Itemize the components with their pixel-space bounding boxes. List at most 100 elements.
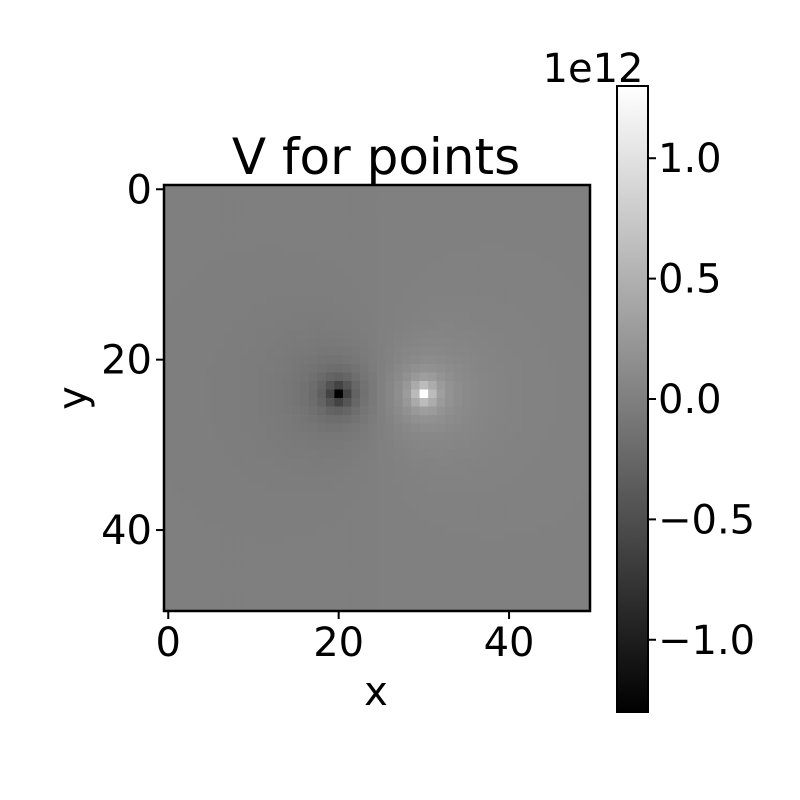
heatmap-cell: [436, 517, 446, 527]
heatmap-cell: [342, 244, 352, 254]
heatmap-cell: [564, 517, 574, 527]
heatmap-cell: [274, 295, 284, 305]
heatmap-cell: [402, 261, 412, 271]
heatmap-cell: [445, 500, 455, 510]
heatmap-cell: [394, 253, 403, 263]
heatmap-cell: [300, 304, 310, 314]
heatmap-cell: [521, 295, 531, 305]
heatmap-cell: [266, 219, 276, 228]
heatmap-cell: [377, 312, 386, 322]
heatmap-cell: [189, 474, 199, 484]
heatmap-cell: [538, 380, 548, 390]
heatmap-cell: [283, 576, 293, 586]
heatmap-cell: [266, 449, 276, 459]
heatmap-cell: [274, 551, 284, 561]
heatmap-cell: [487, 398, 497, 407]
heatmap-cell: [581, 602, 591, 612]
heatmap-cell: [359, 244, 369, 254]
heatmap-cell: [232, 398, 242, 407]
heatmap-cell: [394, 466, 403, 476]
heatmap-cell: [504, 372, 514, 382]
heatmap-cell: [359, 449, 369, 459]
heatmap-cell: [572, 432, 582, 441]
heatmap-cell: [470, 398, 480, 407]
heatmap-cell: [462, 432, 472, 441]
heatmap-cell: [249, 278, 259, 288]
heatmap-cell: [368, 185, 378, 194]
heatmap-cell: [462, 568, 472, 578]
heatmap-cell: [368, 457, 378, 467]
heatmap-cell: [521, 363, 531, 373]
heatmap-cell: [555, 219, 565, 228]
heatmap-cell: [385, 363, 395, 373]
heatmap-cell: [479, 278, 489, 288]
heatmap-cell: [334, 423, 344, 433]
heatmap-cell: [564, 372, 574, 382]
heatmap-cell: [479, 500, 489, 510]
heatmap-cell: [215, 534, 225, 544]
heatmap-cell: [453, 449, 463, 459]
heatmap-cell: [368, 585, 378, 595]
heatmap-cell: [581, 457, 591, 467]
heatmap-cell: [351, 227, 361, 237]
heatmap-cell: [555, 483, 565, 493]
heatmap-cell: [249, 202, 259, 211]
heatmap-cell: [445, 287, 455, 297]
heatmap-cell: [300, 593, 310, 603]
heatmap-cell: [402, 380, 412, 390]
heatmap-cell: [308, 244, 318, 254]
heatmap-cell: [351, 500, 361, 510]
heatmap-cell: [249, 568, 259, 578]
heatmap-cell: [215, 551, 225, 561]
heatmap-cell: [342, 525, 352, 535]
heatmap-cell: [581, 253, 591, 263]
heatmap-cell: [470, 525, 480, 535]
heatmap-cell: [572, 244, 582, 254]
heatmap-cell: [530, 474, 540, 484]
heatmap-cell: [385, 466, 395, 476]
heatmap-cell: [368, 219, 378, 228]
heatmap-cell: [419, 321, 429, 331]
heatmap-cell: [274, 534, 284, 544]
heatmap-cell: [308, 398, 318, 407]
heatmap-cell: [513, 219, 523, 228]
heatmap-cell: [479, 542, 489, 552]
heatmap-cell: [189, 517, 199, 527]
heatmap-cell: [377, 551, 386, 561]
heatmap-cell: [419, 227, 429, 237]
heatmap-cell: [325, 559, 335, 569]
heatmap-cell: [232, 185, 242, 194]
heatmap-cell: [453, 278, 463, 288]
heatmap-cell: [419, 346, 429, 356]
heatmap-cell: [385, 432, 395, 441]
heatmap-cell: [164, 185, 173, 194]
heatmap-cell: [308, 440, 318, 450]
heatmap-cell: [359, 517, 369, 527]
heatmap-cell: [291, 508, 301, 518]
heatmap-cell: [496, 423, 506, 433]
heatmap-cell: [547, 304, 557, 314]
heatmap-cell: [342, 542, 352, 552]
heatmap-cell: [487, 287, 497, 297]
heatmap-cell: [402, 210, 412, 220]
heatmap-cell: [453, 210, 463, 220]
heatmap-cell: [215, 593, 225, 603]
heatmap-cell: [530, 295, 540, 305]
heatmap-cell: [470, 210, 480, 220]
heatmap-cell: [206, 576, 216, 586]
heatmap-cell: [377, 270, 386, 280]
heatmap-cell: [198, 287, 207, 297]
heatmap-cell: [572, 278, 582, 288]
heatmap-cell: [445, 236, 455, 246]
heatmap-cell: [377, 568, 386, 578]
heatmap-cell: [538, 236, 548, 246]
heatmap-cell: [283, 236, 293, 246]
heatmap-cell: [359, 253, 369, 263]
heatmap-cell: [428, 380, 438, 390]
heatmap-cell: [172, 449, 182, 459]
heatmap-cell: [300, 287, 310, 297]
heatmap-cell: [453, 193, 463, 203]
heatmap-cell: [266, 517, 276, 527]
heatmap-cell: [291, 406, 301, 416]
